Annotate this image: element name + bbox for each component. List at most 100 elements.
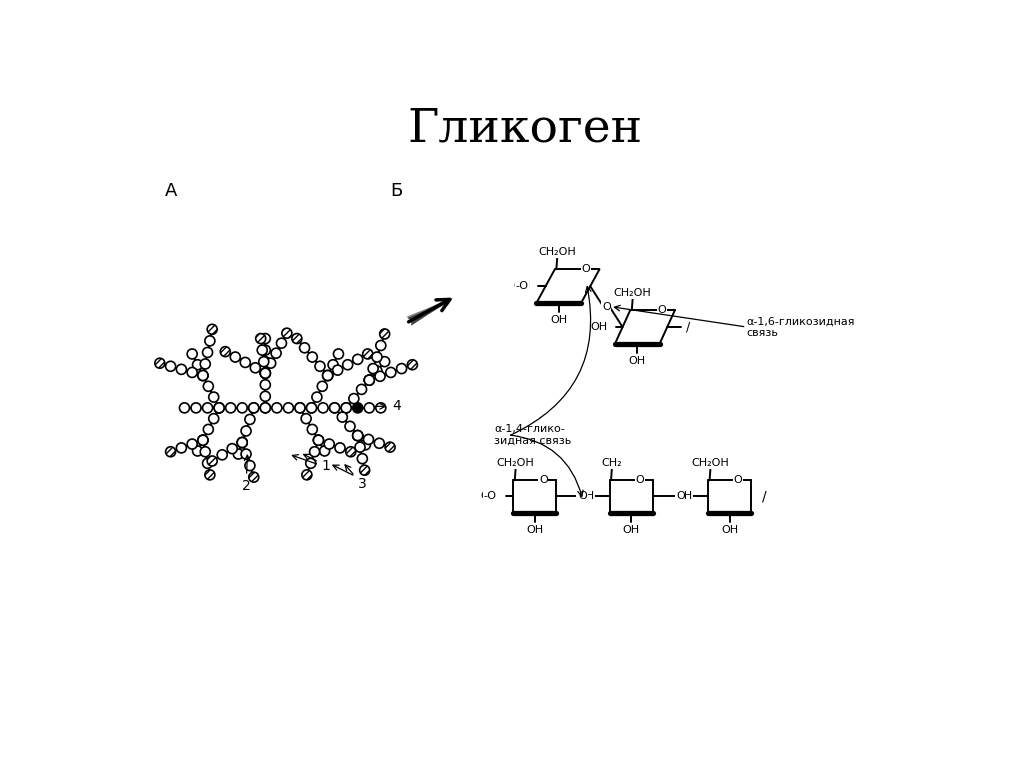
- Text: O: O: [539, 475, 548, 485]
- Text: OH: OH: [513, 281, 530, 291]
- Circle shape: [318, 403, 328, 413]
- Circle shape: [166, 447, 175, 457]
- Circle shape: [306, 403, 316, 413]
- Circle shape: [313, 435, 324, 445]
- Text: Гликоген: Гликоген: [408, 107, 642, 152]
- Circle shape: [209, 414, 219, 424]
- Circle shape: [368, 363, 378, 373]
- Circle shape: [376, 403, 386, 413]
- Circle shape: [302, 470, 312, 480]
- Circle shape: [372, 366, 382, 376]
- Circle shape: [372, 352, 382, 362]
- Circle shape: [346, 447, 355, 457]
- Text: OH: OH: [550, 315, 567, 325]
- Circle shape: [198, 435, 208, 445]
- Circle shape: [374, 439, 384, 449]
- Circle shape: [225, 403, 236, 413]
- Circle shape: [205, 470, 215, 480]
- Circle shape: [256, 333, 265, 343]
- Circle shape: [204, 425, 213, 435]
- Circle shape: [203, 458, 213, 468]
- Circle shape: [328, 359, 338, 369]
- Circle shape: [276, 338, 287, 348]
- Circle shape: [386, 367, 396, 377]
- Text: /: /: [686, 320, 690, 333]
- Text: CH₂OH: CH₂OH: [691, 458, 729, 468]
- Circle shape: [271, 348, 282, 358]
- Circle shape: [204, 381, 213, 392]
- Circle shape: [357, 454, 368, 464]
- Circle shape: [385, 442, 395, 452]
- Circle shape: [260, 368, 270, 378]
- Circle shape: [241, 426, 251, 436]
- Circle shape: [325, 439, 334, 449]
- Circle shape: [249, 472, 259, 482]
- Text: -O: -O: [483, 492, 497, 502]
- Circle shape: [260, 403, 270, 413]
- Circle shape: [187, 439, 198, 449]
- Circle shape: [214, 403, 224, 413]
- Circle shape: [356, 384, 367, 395]
- Circle shape: [198, 435, 208, 445]
- Text: O: O: [657, 305, 666, 315]
- Text: А: А: [165, 182, 177, 200]
- Circle shape: [201, 447, 210, 457]
- Circle shape: [220, 346, 230, 356]
- Circle shape: [176, 364, 186, 374]
- Circle shape: [201, 359, 210, 369]
- Text: α-1,4-глико-
зидная связь: α-1,4-глико- зидная связь: [494, 424, 571, 445]
- Text: OH: OH: [629, 356, 646, 366]
- Text: CH₂OH: CH₂OH: [497, 458, 535, 468]
- Circle shape: [360, 440, 371, 450]
- Circle shape: [341, 403, 351, 413]
- Circle shape: [207, 456, 217, 466]
- Circle shape: [205, 336, 215, 346]
- Circle shape: [343, 359, 352, 369]
- Circle shape: [260, 356, 270, 366]
- Circle shape: [313, 435, 324, 445]
- Circle shape: [260, 379, 270, 390]
- Circle shape: [295, 403, 305, 413]
- Text: O: O: [602, 302, 610, 312]
- Circle shape: [376, 340, 386, 350]
- Circle shape: [380, 329, 390, 339]
- Circle shape: [187, 367, 198, 377]
- Text: O: O: [734, 475, 742, 485]
- Text: OH: OH: [480, 492, 498, 502]
- Circle shape: [365, 403, 374, 413]
- Circle shape: [198, 435, 208, 445]
- Circle shape: [260, 368, 270, 378]
- Text: α-1,6-гликозидная
связь: α-1,6-гликозидная связь: [746, 316, 855, 338]
- Text: -O: -O: [516, 281, 528, 291]
- Circle shape: [249, 403, 259, 413]
- Circle shape: [307, 425, 317, 435]
- Circle shape: [312, 392, 322, 402]
- Circle shape: [230, 352, 241, 362]
- Circle shape: [203, 403, 213, 413]
- Circle shape: [282, 328, 292, 338]
- Text: CH₂OH: CH₂OH: [539, 247, 577, 257]
- Circle shape: [238, 438, 247, 448]
- Circle shape: [337, 412, 347, 422]
- Circle shape: [365, 375, 374, 385]
- Circle shape: [330, 403, 340, 413]
- Circle shape: [227, 444, 238, 454]
- Circle shape: [306, 458, 315, 468]
- Text: OH: OH: [526, 525, 544, 535]
- Circle shape: [317, 381, 328, 392]
- Text: CH₂: CH₂: [601, 458, 623, 468]
- Text: OH: OH: [676, 492, 692, 502]
- Circle shape: [187, 349, 198, 359]
- Circle shape: [334, 349, 343, 359]
- Text: Б: Б: [390, 182, 402, 200]
- Circle shape: [375, 371, 385, 381]
- Circle shape: [300, 343, 309, 353]
- Circle shape: [250, 362, 260, 372]
- Text: O: O: [582, 264, 591, 274]
- Circle shape: [333, 365, 343, 375]
- Circle shape: [295, 403, 305, 413]
- Circle shape: [203, 347, 213, 357]
- Circle shape: [245, 461, 255, 471]
- Circle shape: [155, 358, 165, 368]
- Text: CH₂OH: CH₂OH: [613, 288, 651, 298]
